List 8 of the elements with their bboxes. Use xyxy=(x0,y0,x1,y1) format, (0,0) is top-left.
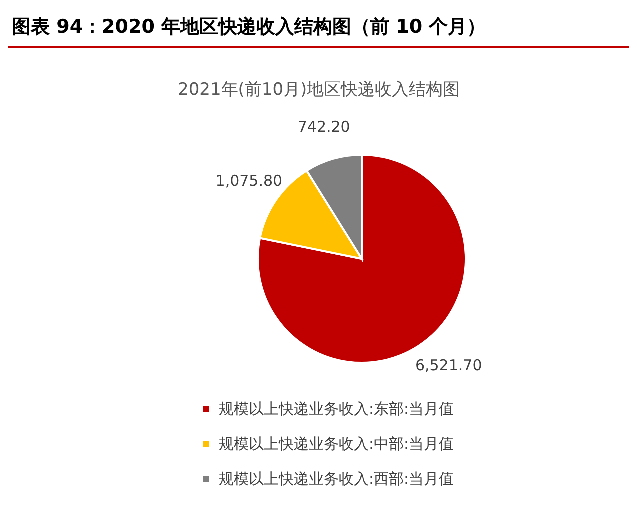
data-label: 742.20 xyxy=(298,118,350,136)
chart-title: 图表 94：2020 年地区快递收入结构图（前 10 个月） xyxy=(8,8,629,48)
chart-subtitle: 2021年(前10月)地区快递收入结构图 xyxy=(177,79,462,101)
legend-label: 规模以上快递业务收入:中部:当月值 xyxy=(219,434,454,454)
data-label: 6,521.70 xyxy=(415,356,482,374)
legend-label: 规模以上快递业务收入:东部:当月值 xyxy=(219,400,454,418)
data-label: 1,075.80 xyxy=(216,172,283,190)
legend-label: 规模以上快递业务收入:西部:当月值 xyxy=(219,470,454,488)
